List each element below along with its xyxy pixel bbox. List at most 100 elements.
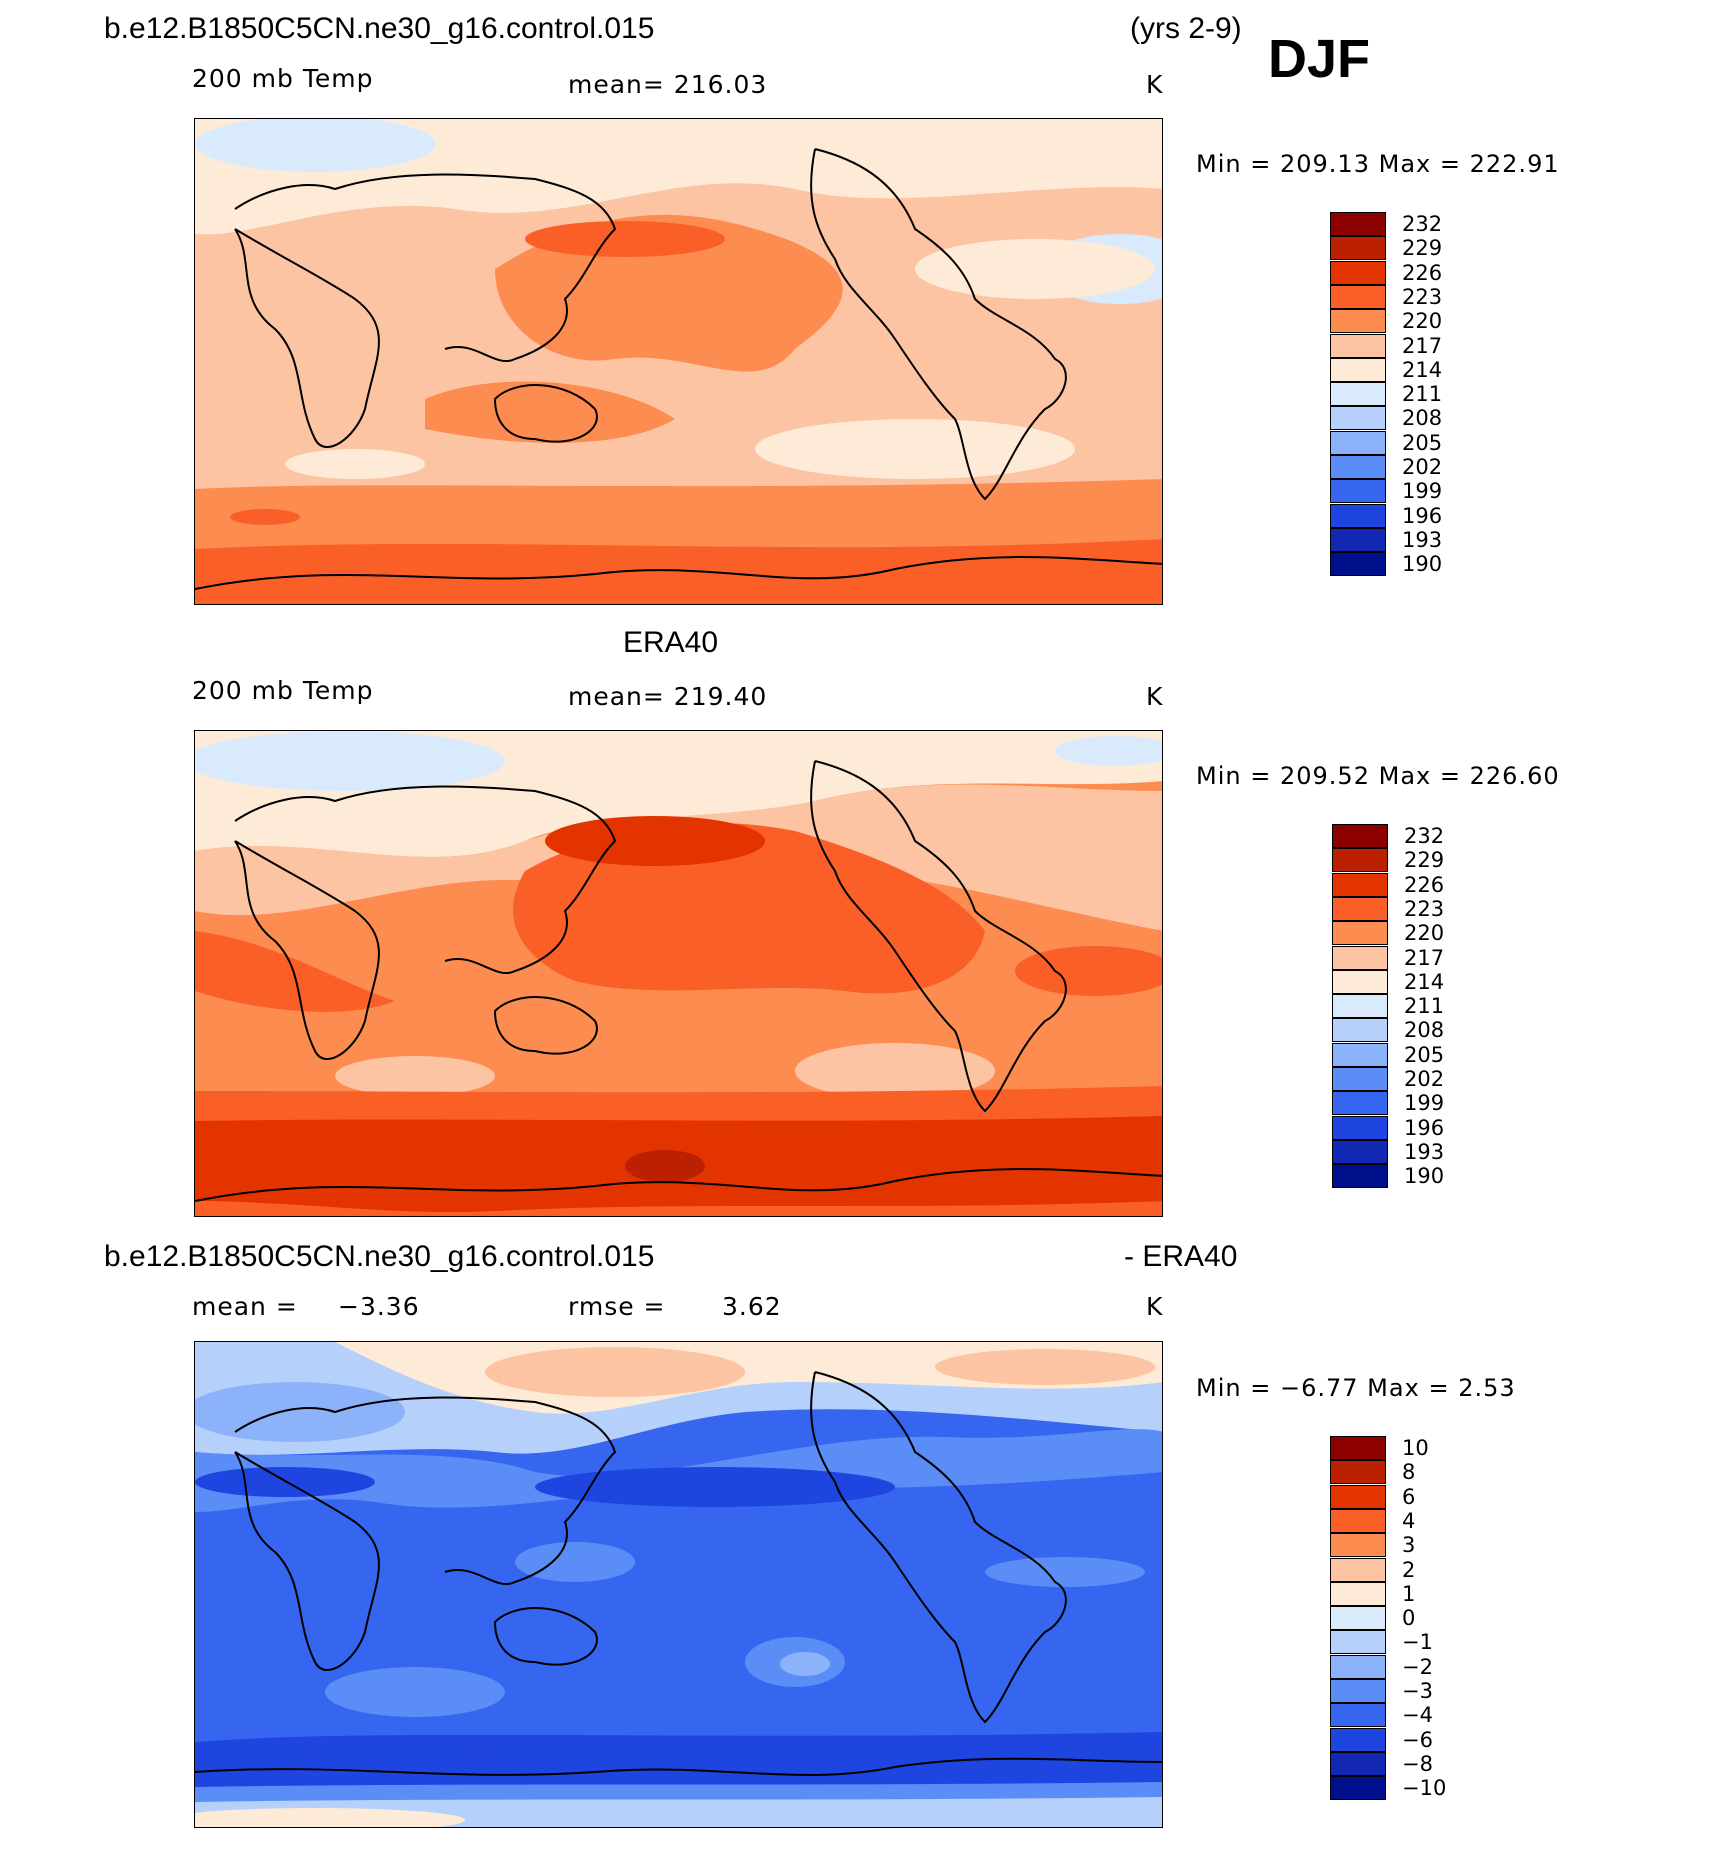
colorbar-swatch — [1330, 1703, 1386, 1728]
colorbar-tick-label: −1 — [1402, 1630, 1433, 1655]
colorbar-swatch — [1330, 1751, 1386, 1776]
colorbar-swatch — [1332, 848, 1388, 873]
contour-warmer — [230, 509, 300, 525]
max-value: 222.91 — [1469, 150, 1560, 178]
contour-cool — [285, 449, 425, 479]
colorbar-swatch — [1332, 872, 1388, 897]
contour-warmest — [625, 1150, 705, 1182]
colorbar-swatch — [1330, 479, 1386, 504]
diff-rmse-value: 3.62 — [722, 1292, 782, 1321]
colorbar-swatch — [1330, 1460, 1386, 1485]
mean-label-obs: mean= 219.40 — [568, 682, 768, 711]
colorbar-swatch — [1330, 1606, 1386, 1631]
colorbar-swatch — [1332, 1139, 1388, 1164]
colorbar-swatch — [1330, 260, 1386, 285]
colorbar-tick-label: 205 — [1402, 430, 1443, 455]
contour-cool — [915, 239, 1155, 299]
colorbar-tick-label: −6 — [1402, 1727, 1433, 1752]
years-label: (yrs 2-9) — [1130, 12, 1242, 45]
colorbar-swatch — [1332, 1164, 1388, 1189]
colorbar-swatch — [1330, 1508, 1386, 1533]
colorbar-tick-label: 229 — [1402, 236, 1443, 261]
colorbar-tick-label: 205 — [1404, 1042, 1445, 1067]
colorbar-tick-label: 220 — [1402, 309, 1443, 334]
map-panel-model — [194, 118, 1163, 605]
colorbar-swatch — [1330, 455, 1386, 479]
colorbar-tick-label: 214 — [1402, 357, 1443, 382]
colorbar-tick-label: 223 — [1404, 896, 1445, 921]
coastlines — [195, 1371, 1162, 1776]
colorbar-tick-label: 226 — [1402, 260, 1443, 285]
minmax-diff: Min = −6.77 Max = 2.53 — [1196, 1374, 1516, 1402]
max-label: Max — [1378, 762, 1432, 790]
colorbar-tick-label: 4 — [1402, 1508, 1416, 1533]
colorbar-diff: 10 8 6 4 3 2 1 0 −1 −2 −3 −4 −6 −8 −10 — [1330, 1436, 1446, 1801]
colorbar-swatch — [1330, 236, 1386, 261]
colorbar-tick-label: 202 — [1402, 455, 1443, 479]
map-panel-diff — [194, 1341, 1163, 1828]
colorbar-swatch — [1330, 1654, 1386, 1679]
colorbar-swatch — [1332, 1067, 1388, 1091]
colorbar-tick-label: 193 — [1404, 1139, 1445, 1164]
colorbar-tick-label: 217 — [1404, 945, 1445, 970]
field-label-obs: 200 mb Temp — [192, 676, 374, 705]
colorbar-tick-label: −8 — [1402, 1751, 1433, 1776]
contour-cool — [195, 1808, 465, 1827]
colorbar-tick-label: 190 — [1404, 1164, 1445, 1189]
colorbar-swatch — [1332, 1091, 1388, 1116]
colorbar-swatch — [1330, 503, 1386, 528]
colorbar-swatch — [1332, 1115, 1388, 1140]
panel-title-obs: ERA40 — [623, 626, 719, 659]
max-value: 2.53 — [1458, 1374, 1516, 1402]
contour-warmer — [195, 539, 1162, 604]
contour-warm — [513, 823, 985, 994]
colorbar-swatch — [1330, 1679, 1386, 1703]
minmax-model: Min = 209.13 Max = 222.91 — [1196, 150, 1560, 178]
colorbar-tick-label: 196 — [1402, 503, 1443, 528]
colorbar-tick-label: −2 — [1402, 1654, 1433, 1679]
colorbar-tick-label: 0 — [1402, 1606, 1416, 1631]
colorbar-swatch — [1330, 1727, 1386, 1752]
colorbar-swatch — [1330, 406, 1386, 431]
coastlines — [195, 760, 1162, 1202]
colorbar-tick-label: 190 — [1402, 552, 1443, 577]
diff-rmse-label: rmse = — [568, 1292, 666, 1321]
contour-darkest — [235, 1747, 555, 1767]
colorbar-swatch — [1330, 1630, 1386, 1655]
contour-warm — [425, 381, 675, 443]
colorbar-tick-label: −10 — [1402, 1776, 1447, 1801]
map-panel-obs — [194, 730, 1163, 1217]
colorbar-swatch — [1330, 309, 1386, 334]
colorbar-tick-label: 2 — [1402, 1557, 1416, 1582]
colorbar-tick-label: 232 — [1404, 824, 1445, 848]
min-label: Min — [1196, 150, 1242, 178]
coastlines — [195, 148, 1162, 590]
diff-title-right: - ERA40 — [1124, 1240, 1238, 1273]
case-title: b.e12.B1850C5CN.ne30_g16.control.015 — [104, 12, 655, 45]
colorbar-tick-label: 220 — [1404, 921, 1445, 946]
colorbar-tick-label: 199 — [1404, 1091, 1445, 1116]
units-label-diff: K — [1146, 1292, 1164, 1321]
colorbar-swatch — [1332, 969, 1388, 994]
colorbar-tick-label: 211 — [1402, 382, 1443, 407]
min-value: 209.52 — [1279, 762, 1370, 790]
colorbar-swatch — [1330, 1533, 1386, 1558]
units-label-obs: K — [1146, 682, 1164, 711]
colorbar-tick-label: 229 — [1404, 848, 1445, 873]
min-value: −6.77 — [1279, 1374, 1359, 1402]
colorbar-swatch — [1330, 212, 1386, 236]
contour-light — [780, 1652, 830, 1676]
contour-cool — [755, 419, 1075, 479]
contour-light — [195, 1382, 405, 1442]
colorbar-tick-label: 232 — [1402, 212, 1443, 236]
contour-lighter — [515, 1542, 635, 1582]
contour-warm — [935, 1349, 1155, 1385]
colorbar-tick-label: 217 — [1402, 333, 1443, 358]
colorbar-tick-label: 196 — [1404, 1115, 1445, 1140]
colorbar-tick-label: 10 — [1402, 1436, 1429, 1460]
min-value: 209.13 — [1279, 150, 1370, 178]
contour-light — [335, 1056, 495, 1096]
contour-lighter — [985, 1557, 1145, 1587]
colorbar-swatch — [1330, 333, 1386, 358]
colorbar-swatch — [1332, 945, 1388, 970]
